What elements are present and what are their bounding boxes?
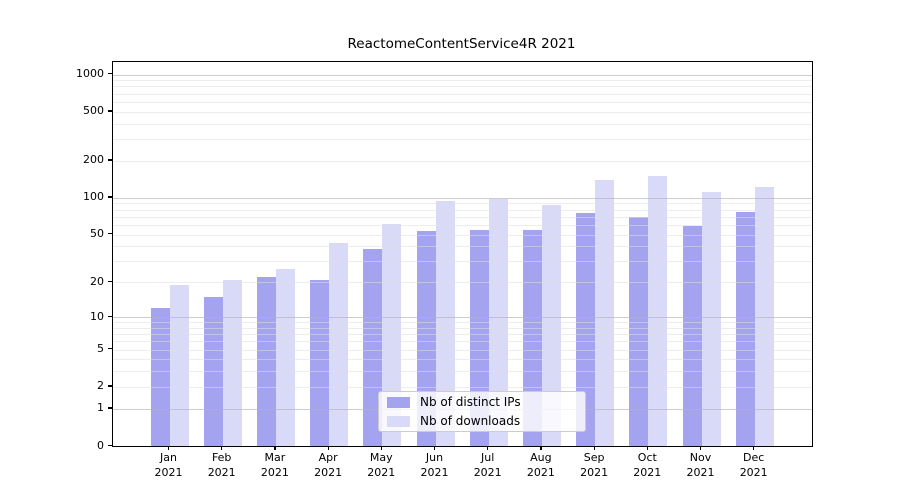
bar-distinct-ips-apr xyxy=(310,279,330,446)
x-tick-mark-nov xyxy=(700,446,702,450)
y-tick-label-2: 2 xyxy=(97,379,104,393)
minor-gridline-600 xyxy=(113,101,812,103)
bar-downloads-nov xyxy=(701,191,721,446)
x-tick-mark-may xyxy=(380,446,383,450)
y-tick-mark-20 xyxy=(108,280,112,283)
x-tick-label-feb: Feb 2021 xyxy=(207,451,236,479)
bar-downloads-oct xyxy=(648,176,668,446)
chart-title: ReactomeContentService4R 2021 xyxy=(347,36,576,52)
minor-gridline-300 xyxy=(113,139,812,141)
x-tick-mark-sep xyxy=(593,446,595,450)
bar-downloads-jun xyxy=(435,201,455,446)
bar-downloads-feb xyxy=(222,279,242,446)
legend-swatch-distinct-ips xyxy=(387,396,410,408)
y-tick-label-200: 200 xyxy=(83,153,104,167)
x-tick-label-may: May 2021 xyxy=(367,451,396,479)
y-tick-label-500: 500 xyxy=(83,104,104,118)
y-tick-mark-1 xyxy=(108,407,112,409)
y-tick-label-5: 5 xyxy=(97,342,104,356)
bar-distinct-ips-mar xyxy=(256,277,276,446)
minor-gridline-900 xyxy=(113,80,812,82)
y-tick-label-0: 0 xyxy=(97,438,104,452)
minor-gridline-800 xyxy=(113,86,812,88)
minor-gridline-200 xyxy=(113,160,812,162)
y-tick-label-50: 50 xyxy=(90,227,104,241)
minor-gridline-700 xyxy=(113,93,812,95)
minor-gridline-400 xyxy=(113,123,812,125)
y-tick-mark-1000 xyxy=(108,73,112,75)
y-tick-label-1000: 1000 xyxy=(76,67,104,80)
bar-distinct-ips-nov xyxy=(682,225,702,446)
legend-entry-downloads: Nb of downloads xyxy=(379,414,585,429)
legend-swatch-downloads xyxy=(387,415,410,427)
x-tick-mark-jan xyxy=(168,446,170,450)
x-tick-mark-jul xyxy=(487,446,489,450)
y-tick-mark-5 xyxy=(108,348,112,350)
x-tick-label-jul: Jul 2021 xyxy=(473,451,502,479)
legend: Nb of distinct IPs Nb of downloads xyxy=(378,391,586,432)
minor-gridline-500 xyxy=(113,111,812,113)
x-tick-label-nov: Nov 2021 xyxy=(686,451,715,479)
bar-downloads-sep xyxy=(595,179,615,446)
y-tick-mark-50 xyxy=(108,233,112,235)
x-tick-mark-mar xyxy=(274,446,276,450)
bar-distinct-ips-oct xyxy=(629,216,649,446)
bar-distinct-ips-feb xyxy=(203,296,223,446)
bar-distinct-ips-dec xyxy=(735,211,755,446)
y-tick-mark-10 xyxy=(108,315,112,317)
x-tick-label-oct: Oct 2021 xyxy=(633,451,662,479)
legend-entry-distinct-ips: Nb of distinct IPs xyxy=(379,395,585,410)
x-tick-mark-jun xyxy=(434,446,436,450)
bar-distinct-ips-may xyxy=(363,249,383,446)
x-tick-label-aug: Aug 2021 xyxy=(526,451,555,479)
plot-area xyxy=(112,61,813,447)
y-tick-mark-0 xyxy=(108,444,112,446)
bar-downloads-jan xyxy=(169,284,189,446)
y-tick-label-1: 1 xyxy=(97,401,104,415)
bar-downloads-apr xyxy=(329,242,349,446)
x-tick-mark-oct xyxy=(646,446,649,450)
x-tick-mark-apr xyxy=(327,446,329,450)
y-tick-label-100: 100 xyxy=(83,190,104,204)
bar-downloads-mar xyxy=(275,268,295,446)
y-tick-mark-200 xyxy=(108,159,112,161)
major-gridline-1000 xyxy=(113,74,812,76)
x-tick-label-mar: Mar 2021 xyxy=(260,451,289,479)
x-tick-mark-aug xyxy=(540,446,542,450)
x-tick-label-apr: Apr 2021 xyxy=(314,451,343,479)
legend-label-distinct-ips: Nb of distinct IPs xyxy=(420,395,521,409)
bar-downloads-dec xyxy=(754,187,774,446)
y-tick-mark-500 xyxy=(108,110,112,112)
y-tick-mark-100 xyxy=(108,196,112,198)
x-tick-label-sep: Sep 2021 xyxy=(580,451,609,479)
bar-downloads-aug xyxy=(541,205,561,446)
x-tick-mark-dec xyxy=(753,446,755,450)
x-tick-label-jan: Jan 2021 xyxy=(154,451,183,479)
y-tick-label-20: 20 xyxy=(90,274,104,288)
y-tick-mark-2 xyxy=(108,385,112,387)
y-tick-label-10: 10 xyxy=(90,309,104,323)
bar-distinct-ips-jan xyxy=(150,308,170,446)
x-tick-label-jun: Jun 2021 xyxy=(420,451,449,479)
legend-label-downloads: Nb of downloads xyxy=(420,414,521,428)
x-tick-label-dec: Dec 2021 xyxy=(739,451,768,479)
x-tick-mark-feb xyxy=(221,446,223,450)
